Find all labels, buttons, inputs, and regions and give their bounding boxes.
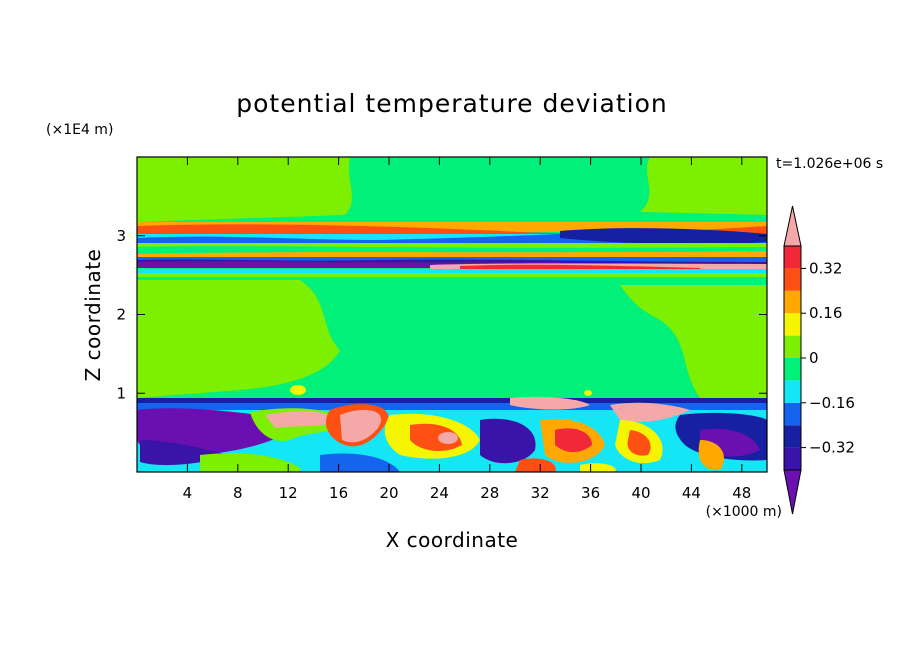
- inversion-band: [137, 222, 767, 277]
- colorbar-band: [784, 358, 801, 381]
- x-tick-label: 28: [480, 484, 499, 502]
- x-axis-unit: (×1000 m): [706, 504, 782, 520]
- y-tick-label: 1: [116, 384, 126, 402]
- x-axis-label: X coordinate: [386, 528, 519, 552]
- x-tick-label: 16: [329, 484, 348, 502]
- upper-right-region: [640, 157, 767, 215]
- y-axis-ticks: 1 2 3: [116, 227, 767, 402]
- x-tick-label: 4: [183, 484, 193, 502]
- chart-title: potential temperature deviation: [236, 89, 667, 118]
- colorbar-label: 0.16: [809, 304, 842, 322]
- boundary-layer: [137, 396, 767, 472]
- colorbar-label: 0: [809, 349, 819, 367]
- colorbar-band: [784, 447, 801, 470]
- y-tick-label: 2: [116, 306, 126, 324]
- x-tick-label: 48: [732, 484, 751, 502]
- upper-left-region: [137, 157, 352, 222]
- x-tick-label: 44: [682, 484, 701, 502]
- x-tick-label: 20: [379, 484, 398, 502]
- x-tick-label: 8: [233, 484, 243, 502]
- colorbar-band: [784, 335, 801, 358]
- colorbar-extend-max: [783, 205, 802, 247]
- x-axis-ticks: 4 8 12 16 20 24 28 32 36 40 44 48: [183, 157, 751, 502]
- colorbar: 0.32 0.16 0 −0.16 −0.32: [783, 205, 855, 515]
- colorbar-label: 0.32: [809, 259, 842, 277]
- time-label: t=1.026e+06 s: [776, 156, 883, 172]
- colorbar-band: [784, 246, 801, 269]
- colorbar-band: [784, 402, 801, 426]
- x-tick-label: 36: [581, 484, 600, 502]
- colorbar-band: [784, 290, 801, 314]
- y-tick-label: 3: [116, 227, 126, 245]
- colorbar-band: [784, 380, 801, 403]
- colorbar-band: [784, 268, 801, 291]
- y-axis-unit: (×1E4 m): [46, 122, 113, 138]
- colorbar-label: −0.16: [809, 394, 855, 412]
- y-axis-label: Z coordinate: [81, 249, 105, 382]
- contour-field: [137, 157, 767, 472]
- colorbar-band: [784, 313, 801, 336]
- mid-right-region: [620, 285, 767, 398]
- x-tick-label: 24: [430, 484, 449, 502]
- x-tick-label: 40: [631, 484, 650, 502]
- x-tick-label: 12: [279, 484, 298, 502]
- colorbar-band: [784, 425, 801, 448]
- colorbar-extend-min: [783, 469, 802, 515]
- mid-left-region: [137, 280, 340, 398]
- colorbar-label: −0.32: [809, 439, 855, 457]
- x-tick-label: 32: [531, 484, 550, 502]
